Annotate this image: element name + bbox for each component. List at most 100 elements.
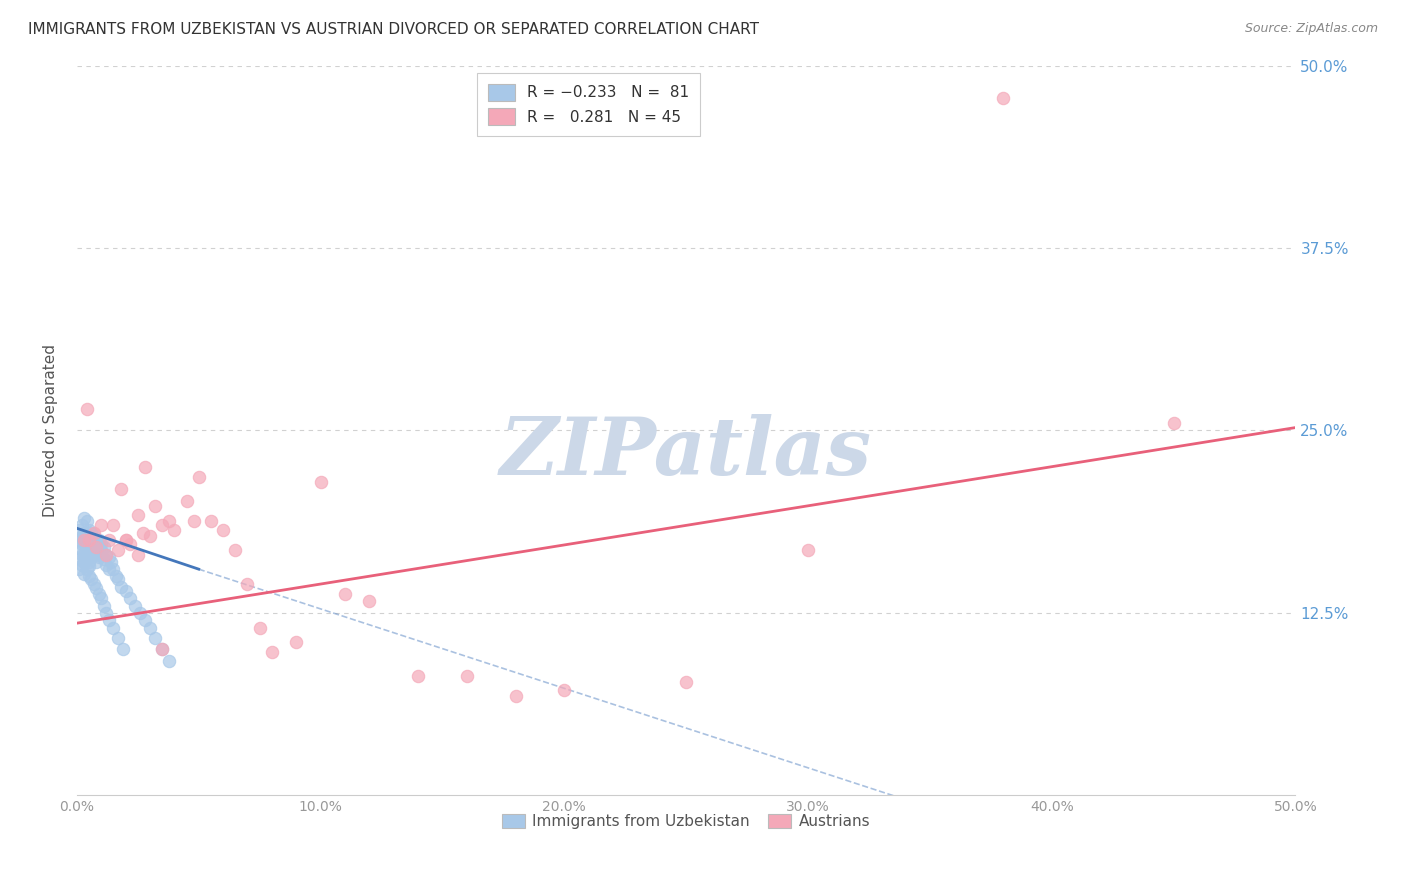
Point — [70, 558, 93, 572]
Point — [73, 555, 96, 569]
Point — [87, 533, 110, 547]
Point — [76, 552, 98, 566]
Point — [553, 683, 575, 698]
Point — [127, 508, 149, 523]
Point — [70, 548, 93, 562]
Point — [83, 548, 105, 562]
Point — [114, 533, 136, 547]
Point — [93, 552, 115, 566]
Point — [90, 591, 112, 606]
Point — [150, 518, 173, 533]
Point — [139, 621, 162, 635]
Point — [70, 518, 93, 533]
Point — [86, 543, 108, 558]
Point — [100, 555, 122, 569]
Point — [114, 584, 136, 599]
Point — [80, 536, 103, 550]
Point — [139, 528, 162, 542]
Point — [76, 562, 98, 576]
Point — [183, 514, 205, 528]
Point — [94, 558, 117, 572]
Point — [80, 533, 103, 547]
Point — [163, 523, 186, 537]
Point — [143, 631, 166, 645]
Point — [70, 528, 93, 542]
Point — [456, 669, 478, 683]
Point — [70, 537, 93, 551]
Point — [87, 541, 110, 555]
Point — [150, 642, 173, 657]
Point — [87, 587, 110, 601]
Point — [110, 482, 132, 496]
Point — [212, 523, 235, 537]
Point — [285, 635, 308, 649]
Point — [103, 621, 125, 635]
Point — [103, 518, 125, 533]
Point — [110, 580, 132, 594]
Point — [406, 669, 429, 683]
Point — [83, 528, 105, 542]
Point — [224, 543, 246, 558]
Point — [73, 511, 96, 525]
Point — [505, 689, 527, 703]
Point — [70, 543, 93, 558]
Point — [73, 536, 96, 550]
Point — [83, 576, 105, 591]
Point — [124, 599, 146, 613]
Point — [134, 460, 156, 475]
Text: ZIPatlas: ZIPatlas — [501, 414, 872, 491]
Point — [86, 537, 108, 551]
Point — [73, 525, 96, 540]
Point — [97, 613, 120, 627]
Point — [77, 533, 100, 547]
Point — [76, 401, 98, 416]
Point — [112, 642, 135, 657]
Point — [93, 541, 115, 555]
Point — [94, 548, 117, 562]
Y-axis label: Divorced or Separated: Divorced or Separated — [44, 344, 58, 517]
Point — [90, 537, 112, 551]
Point — [77, 523, 100, 537]
Point — [107, 543, 129, 558]
Point — [90, 518, 112, 533]
Point — [73, 528, 96, 542]
Point — [131, 525, 153, 540]
Point — [90, 548, 112, 562]
Point — [77, 555, 100, 569]
Point — [83, 537, 105, 551]
Point — [159, 514, 181, 528]
Point — [94, 548, 117, 562]
Point — [83, 541, 105, 555]
Point — [103, 562, 125, 576]
Point — [107, 631, 129, 645]
Point — [67, 552, 90, 566]
Point — [675, 674, 697, 689]
Point — [236, 576, 259, 591]
Point — [120, 591, 142, 606]
Point — [76, 548, 98, 562]
Point — [77, 541, 100, 555]
Point — [127, 548, 149, 562]
Point — [260, 645, 283, 659]
Point — [97, 562, 120, 576]
Point — [86, 555, 108, 569]
Point — [77, 528, 100, 542]
Point — [67, 523, 90, 537]
Point — [73, 548, 96, 562]
Point — [73, 533, 96, 547]
Point — [107, 573, 129, 587]
Point — [90, 543, 112, 558]
Text: IMMIGRANTS FROM UZBEKISTAN VS AUSTRIAN DIVORCED OR SEPARATED CORRELATION CHART: IMMIGRANTS FROM UZBEKISTAN VS AUSTRIAN D… — [28, 22, 759, 37]
Point — [76, 514, 98, 528]
Point — [86, 581, 108, 595]
Point — [76, 541, 98, 555]
Point — [120, 537, 142, 551]
Point — [80, 573, 103, 587]
Point — [1163, 416, 1185, 430]
Point — [333, 587, 356, 601]
Point — [143, 500, 166, 514]
Point — [86, 541, 108, 555]
Point — [134, 613, 156, 627]
Point — [83, 525, 105, 540]
Point — [991, 91, 1014, 105]
